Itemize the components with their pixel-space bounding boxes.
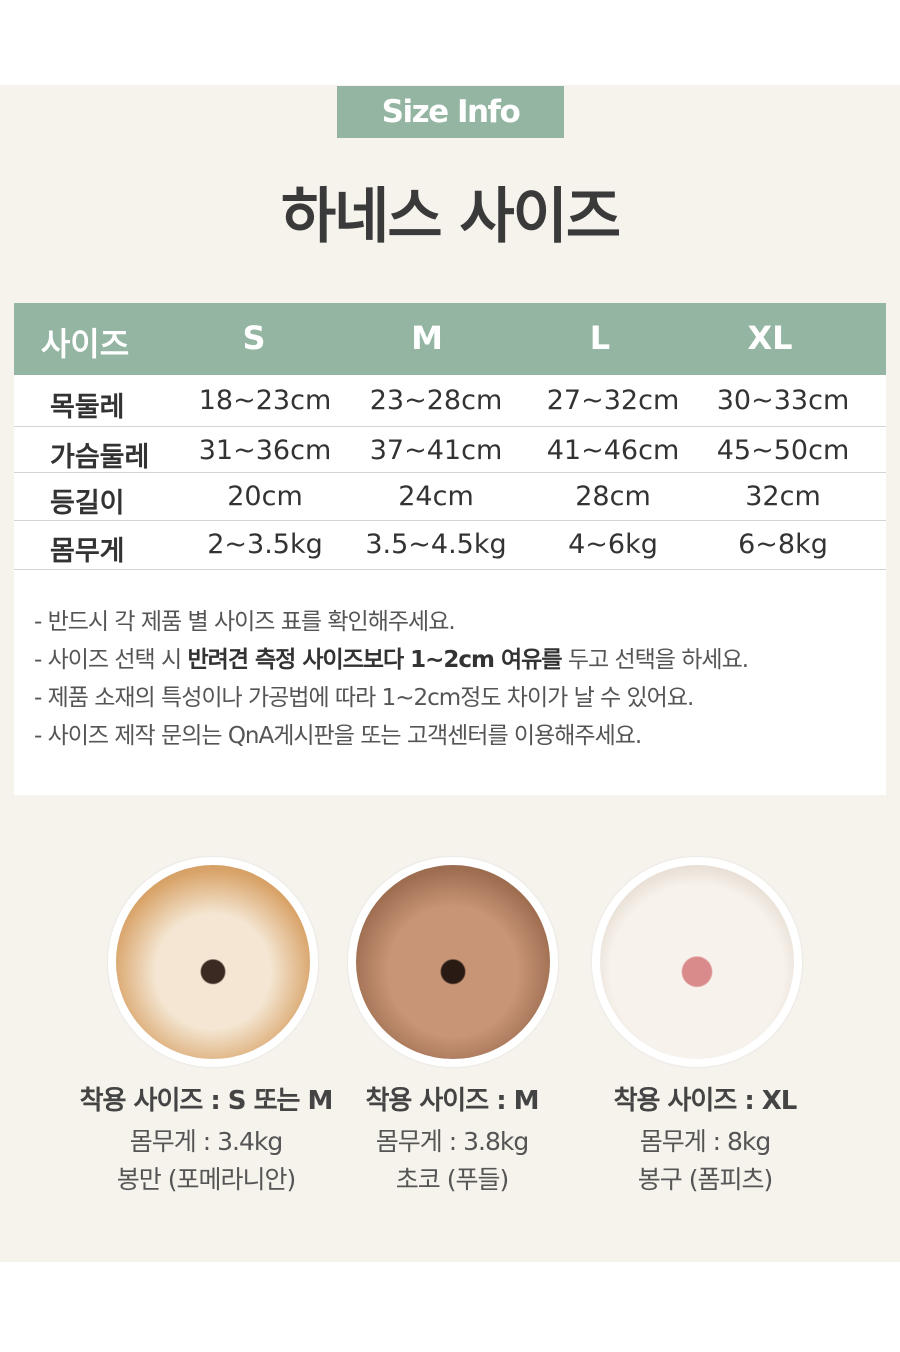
dog-caption: 착용 사이즈 : M 몸무게 : 3.8kg 초코 (푸들) [302, 1080, 602, 1198]
row-label: 몸무게 [50, 536, 125, 567]
dog-size: 착용 사이즈 : S 또는 M [79, 1086, 334, 1116]
cell: 2~3.5kg [207, 529, 323, 560]
table-row: 등길이 20cm 24cm 28cm 32cm [14, 473, 886, 521]
size-info-badge: Size Info [337, 86, 564, 138]
cell: 31~36cm [198, 435, 332, 466]
note-text: - 사이즈 선택 시 [34, 647, 188, 673]
note: - 반드시 각 제품 별 사이즈 표를 확인해주세요. [34, 609, 456, 635]
dog-photo-pomeranian [108, 857, 318, 1067]
note-emphasis: 반려견 측정 사이즈보다 1~2cm 여유를 [187, 647, 563, 673]
cell: 45~50cm [716, 435, 850, 466]
row-label: 가슴둘레 [50, 442, 150, 473]
cell: 23~28cm [369, 385, 503, 416]
header-cell: S [242, 319, 266, 357]
dog-photo-poodle [348, 857, 558, 1067]
dog-photo-pomsky [592, 857, 802, 1067]
cell: 32cm [745, 481, 821, 512]
dog-name: 봉만 (포메라니안) [116, 1165, 296, 1194]
dog-name: 봉구 (폼피츠) [637, 1165, 773, 1194]
row-label: 등길이 [50, 488, 125, 519]
dog-weight: 몸무게 : 3.4kg [129, 1127, 283, 1156]
header-cell: M [411, 319, 443, 357]
table-row: 몸무게 2~3.5kg 3.5~4.5kg 4~6kg 6~8kg [14, 521, 886, 570]
cell: 4~6kg [568, 529, 658, 560]
dog-name: 초코 (푸들) [395, 1165, 509, 1194]
dog-weight: 몸무게 : 8kg [639, 1127, 772, 1156]
dog-size: 착용 사이즈 : XL [613, 1086, 798, 1116]
cell: 30~33cm [716, 385, 850, 416]
note-text: 두고 선택을 하세요. [561, 647, 749, 673]
cell: 24cm [398, 481, 474, 512]
size-table: 사이즈 S M L XL 목둘레 18~23cm 23~28cm 27~32cm… [14, 303, 886, 570]
dog-caption: 착용 사이즈 : XL 몸무게 : 8kg 봉구 (폼피츠) [555, 1080, 855, 1198]
cell: 37~41cm [369, 435, 503, 466]
cell: 6~8kg [738, 529, 828, 560]
header-cell: 사이즈 [40, 325, 130, 363]
cell: 3.5~4.5kg [365, 529, 507, 560]
header-cell: L [589, 319, 611, 357]
dog-size: 착용 사이즈 : M [365, 1086, 539, 1116]
header-cell: XL [747, 319, 793, 357]
cell: 18~23cm [198, 385, 332, 416]
dog-caption: 착용 사이즈 : S 또는 M 몸무게 : 3.4kg 봉만 (포메라니안) [56, 1080, 356, 1198]
page-title: 하네스 사이즈 [280, 182, 621, 252]
row-label: 목둘레 [50, 392, 125, 423]
cell: 20cm [227, 481, 303, 512]
cell: 27~32cm [546, 385, 680, 416]
table-row: 가슴둘레 31~36cm 37~41cm 41~46cm 45~50cm [14, 427, 886, 473]
note: - 사이즈 제작 문의는 QnA게시판을 또는 고객센터를 이용해주세요. [34, 723, 642, 749]
dog-weight: 몸무게 : 3.8kg [375, 1127, 529, 1156]
table-header: 사이즈 S M L XL [14, 303, 886, 375]
cell: 28cm [575, 481, 651, 512]
table-row: 목둘레 18~23cm 23~28cm 27~32cm 30~33cm [14, 375, 886, 427]
cell: 41~46cm [546, 435, 680, 466]
note: - 제품 소재의 특성이나 가공법에 따라 1~2cm정도 차이가 날 수 있어… [34, 685, 694, 711]
size-notes: - 반드시 각 제품 별 사이즈 표를 확인해주세요. - 사이즈 선택 시 반… [14, 570, 886, 795]
note: - 사이즈 선택 시 반려견 측정 사이즈보다 1~2cm 여유를 두고 선택을… [34, 640, 886, 678]
